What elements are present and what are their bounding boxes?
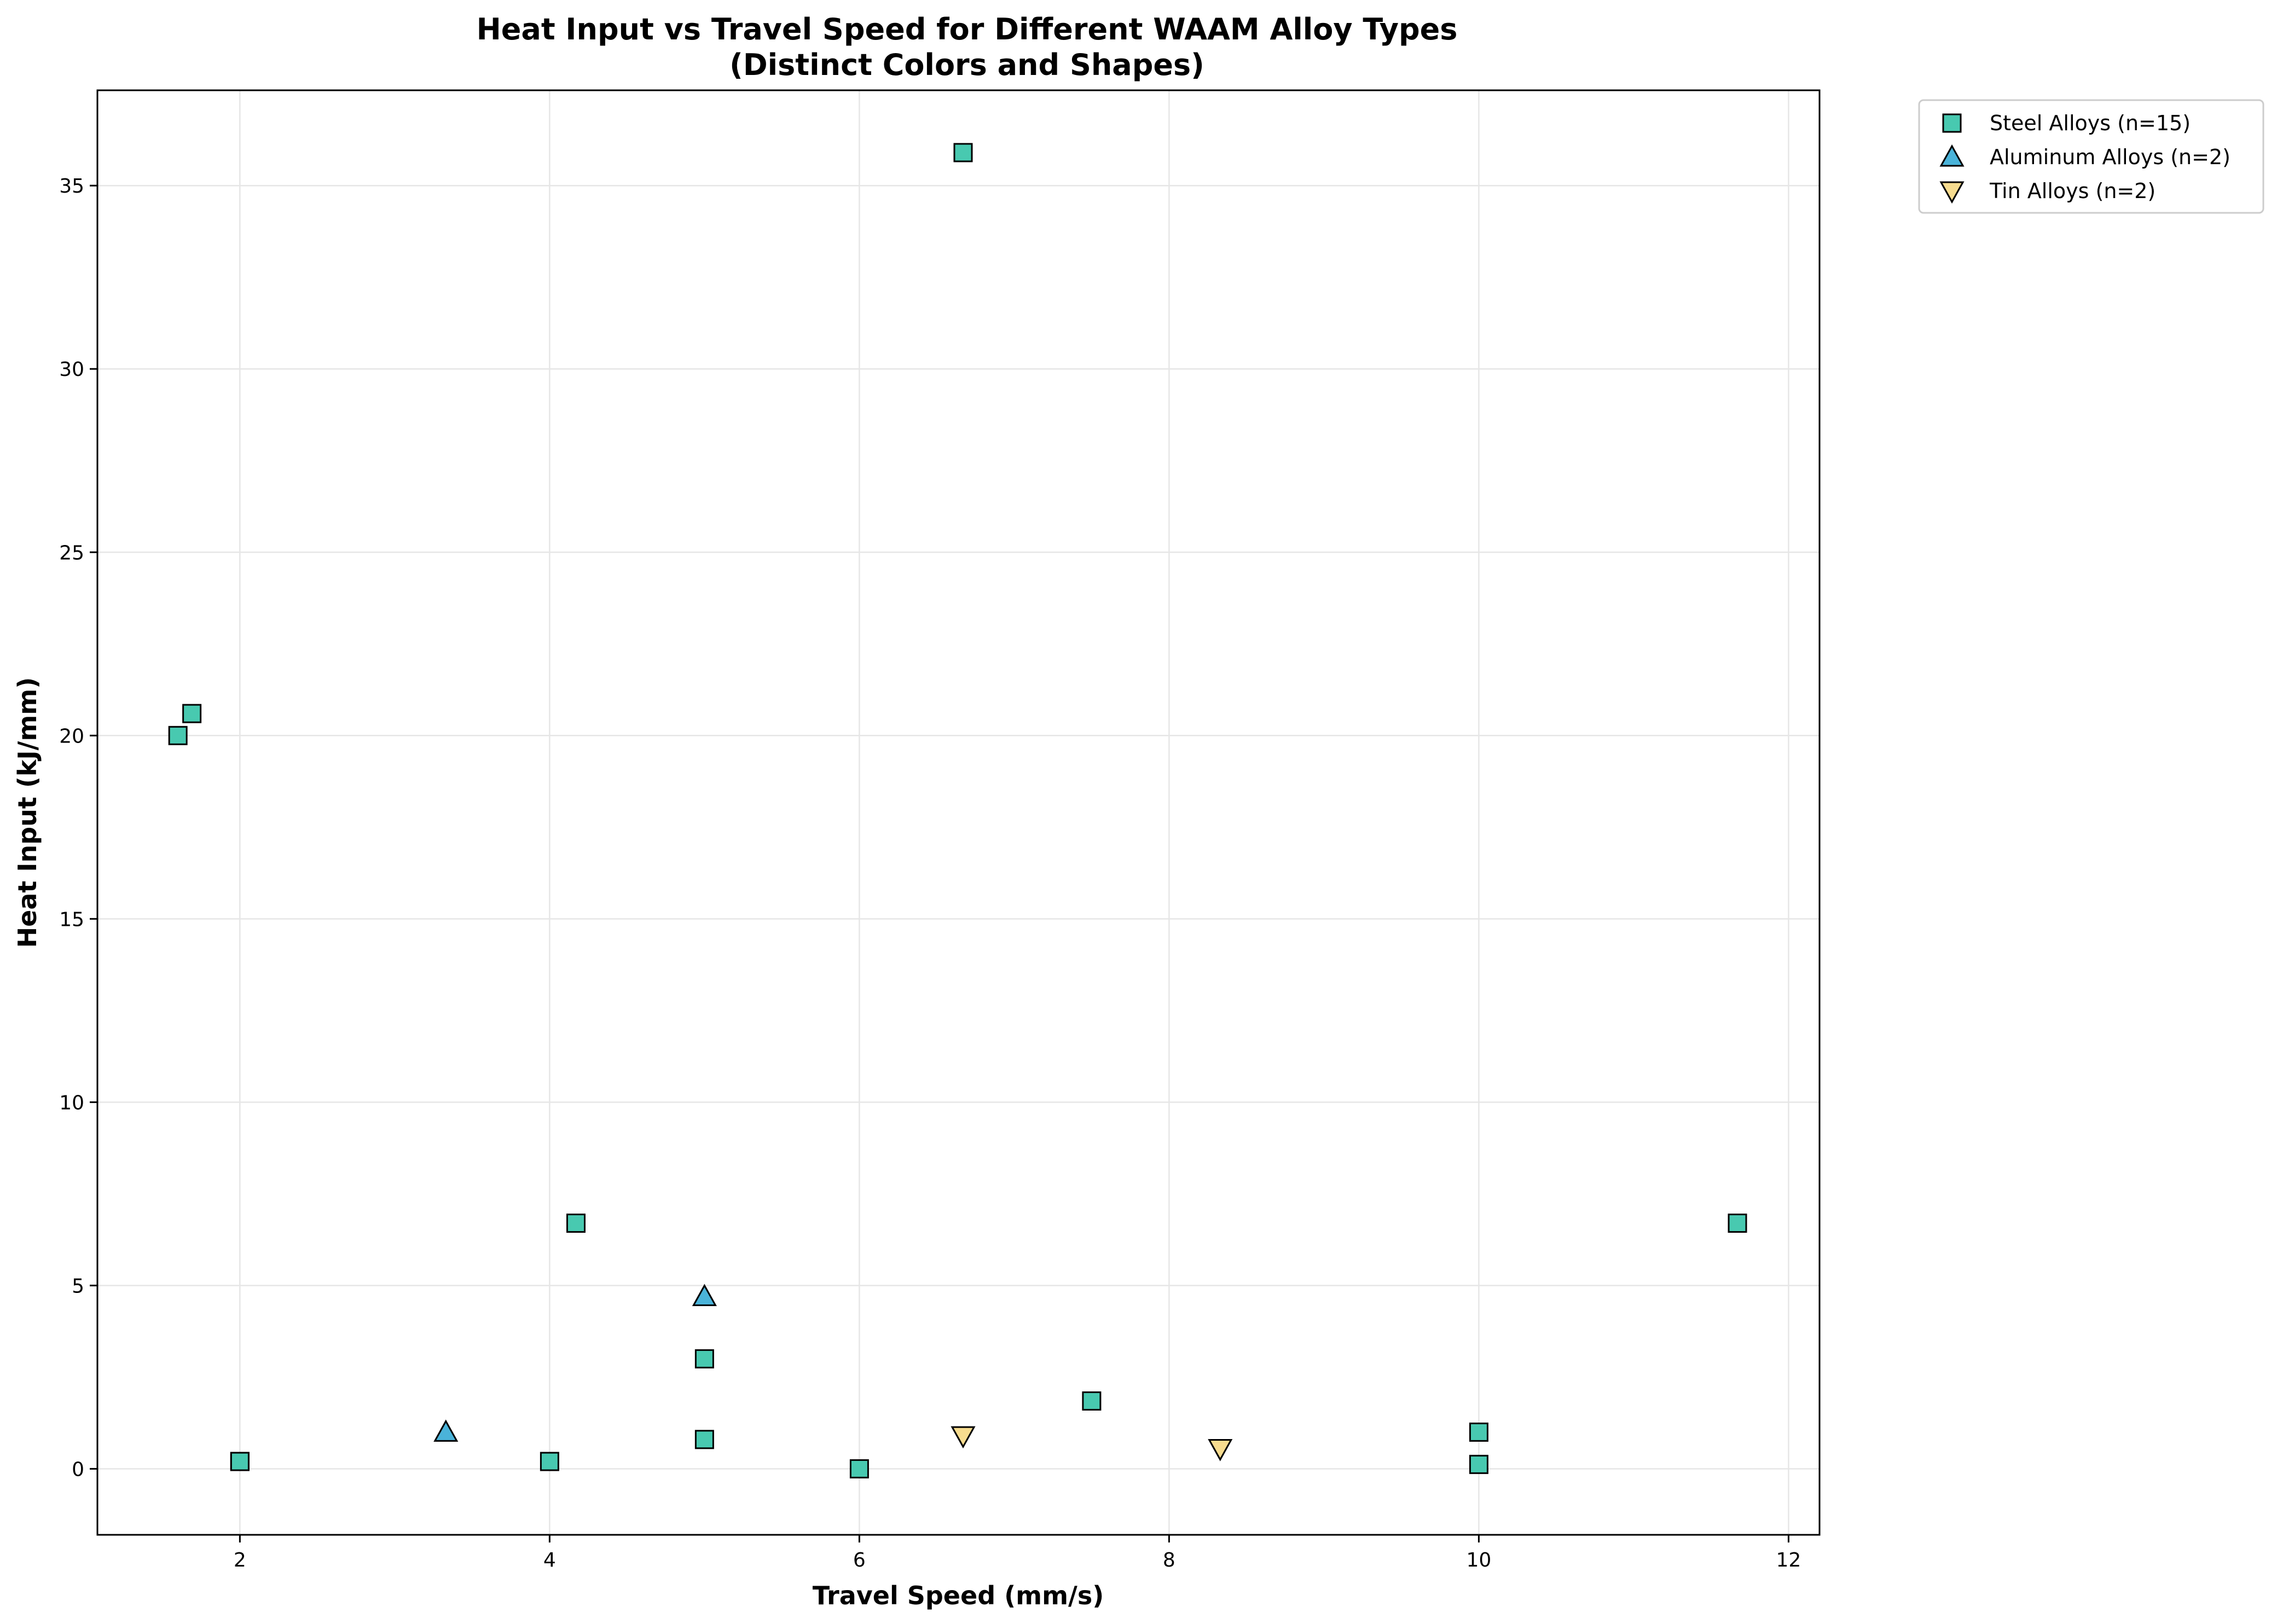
steel-data-point [1469,1422,1488,1442]
x-tick-label: 2 [234,1549,246,1571]
y-tick-label: 20 [59,725,84,747]
steel-data-point [540,1452,559,1471]
aluminum-data-point [692,1284,717,1306]
x-tick-label: 12 [1776,1549,1801,1571]
steel-data-point [1469,1454,1488,1474]
y-tick-label: 30 [59,358,84,381]
x-tick-label: 6 [853,1549,866,1571]
x-tick-label: 4 [543,1549,556,1571]
steel-data-point [694,1430,714,1449]
x-tick-label: 8 [1163,1549,1175,1571]
steel-data-point [1728,1213,1747,1233]
steel-data-point [953,143,973,163]
chart-subtitle: (Distinct Colors and Shapes) [729,48,1204,82]
y-tick-label: 10 [59,1092,84,1114]
steel-data-point [1082,1391,1102,1411]
steel-data-point [230,1452,250,1471]
legend: Steel Alloys (n=15) Aluminum Alloys (n=2)… [1918,99,2264,214]
grid [97,90,1820,1535]
y-tick-label: 35 [59,175,84,198]
x-axis-ticks: 2 4 6 8 10 12 [234,1535,1801,1571]
y-tick-label: 0 [72,1458,84,1481]
legend-marker-tin [1939,181,1965,204]
y-axis-label: Heat Input (kJ/mm) [13,677,42,948]
steel-data-point [182,704,202,723]
steel-data-point [168,726,188,745]
legend-label-aluminum: Aluminum Alloys (n=2) [1990,145,2230,169]
x-tick-label: 10 [1466,1549,1491,1571]
tin-data-point [1208,1439,1233,1461]
legend-label-tin: Tin Alloys (n=2) [1989,179,2156,203]
steel-data-point [694,1349,714,1368]
y-axis-ticks: 0 5 10 15 20 25 30 35 [59,175,97,1481]
x-axis-label: Travel Speed (mm/s) [813,1581,1104,1610]
steel-data-point [849,1459,869,1478]
legend-marker-aluminum [1939,144,1965,167]
y-tick-label: 5 [72,1275,84,1297]
y-tick-label: 15 [59,908,84,931]
chart-title: Heat Input vs Travel Speed for Different… [477,12,1458,47]
legend-marker-steel [1942,113,1962,133]
legend-label-steel: Steel Alloys (n=15) [1990,111,2191,135]
legend-entries: Steel Alloys (n=15) Aluminum Alloys (n=2)… [1939,111,2230,204]
steel-data-point [566,1213,586,1233]
tin-data-point [951,1426,976,1449]
legend-frame [1918,99,2264,214]
data-points [168,143,1747,1478]
plot-frame [96,89,1821,1536]
aluminum-data-point [433,1419,459,1442]
y-tick-label: 25 [59,542,84,564]
